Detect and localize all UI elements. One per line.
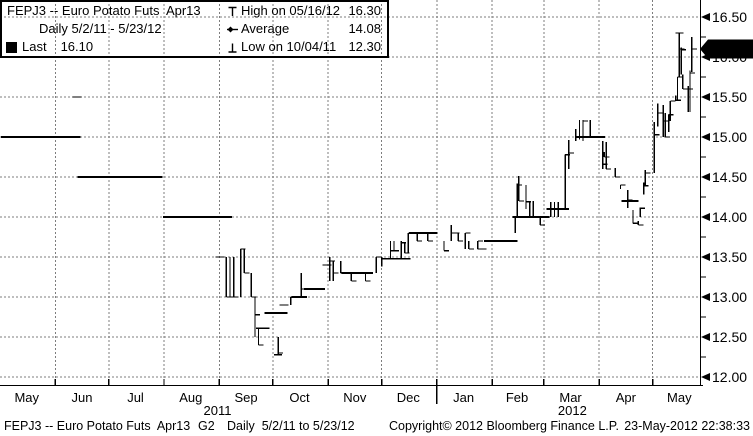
chart-title: FEPJ3 -- Euro Potato Futs Apr13 — [7, 3, 201, 18]
legend-high-label: High on 05/16/12 — [241, 3, 341, 18]
svg-text:Mar: Mar — [559, 390, 582, 405]
svg-text:14.50: 14.50 — [712, 169, 747, 185]
legend-high-value: 16.30 — [348, 3, 381, 18]
last-price-badge: 16.10 — [700, 39, 753, 59]
svg-text:Apr: Apr — [616, 390, 637, 405]
svg-text:15.50: 15.50 — [712, 89, 747, 105]
gridlines — [0, 0, 700, 385]
svg-text:Nov: Nov — [343, 390, 367, 405]
price-bars — [0, 32, 697, 356]
chart-header-box: FEPJ3 -- Euro Potato Futs Apr13 Daily 5/… — [0, 0, 389, 58]
legend-low-label: Low on 10/04/11 — [241, 39, 337, 54]
svg-text:Aug: Aug — [179, 390, 202, 405]
svg-text:16.10: 16.10 — [711, 41, 746, 57]
svg-text:Jul: Jul — [127, 390, 144, 405]
svg-text:Feb: Feb — [506, 390, 528, 405]
svg-text:Dec: Dec — [397, 390, 421, 405]
legend-low-value: 12.30 — [348, 39, 381, 54]
legend-row-average: Average 14.08 — [226, 20, 381, 38]
footer-copyright: Copyright© 2012 Bloomberg Finance L.P. — [389, 419, 619, 433]
svg-text:12.00: 12.00 — [712, 369, 747, 385]
svg-text:Sep: Sep — [234, 390, 257, 405]
low-marker-icon — [226, 41, 241, 54]
svg-text:Jun: Jun — [72, 390, 93, 405]
axis-labels: 16.5016.0015.5015.0014.5014.0013.5013.00… — [14, 9, 747, 418]
svg-text:2012: 2012 — [558, 403, 587, 418]
legend-row-low: Low on 10/04/11 12.30 — [226, 38, 381, 56]
chart-legend: High on 05/16/12 16.30 Average 14.08 Low… — [226, 2, 387, 56]
footer: FEPJ3 -- Euro Potato Futs Apr13 G2 Daily… — [0, 417, 753, 436]
svg-text:May: May — [667, 390, 692, 405]
last-price-row: Last 16.10 — [2, 38, 226, 56]
legend-average-label: Average — [241, 21, 290, 36]
svg-text:13.00: 13.00 — [712, 289, 747, 305]
last-value: 16.10 — [60, 39, 94, 54]
svg-text:2011: 2011 — [204, 403, 232, 418]
axes — [0, 0, 706, 404]
average-marker-icon — [226, 23, 241, 36]
svg-text:16.50: 16.50 — [712, 9, 747, 25]
footer-date-range: Daily 5/2/11 to 5/23/12 — [227, 419, 355, 433]
footer-page-code: G2 — [198, 419, 215, 433]
header-left: FEPJ3 -- Euro Potato Futs Apr13 Daily 5/… — [2, 2, 226, 56]
legend-row-high: High on 05/16/12 16.30 — [226, 2, 381, 20]
svg-text:12.50: 12.50 — [712, 329, 747, 345]
svg-text:May: May — [14, 390, 39, 405]
chart-date-range: Daily 5/2/11 - 5/23/12 — [39, 21, 162, 36]
svg-text:13.50: 13.50 — [712, 249, 747, 265]
last-label: Last — [22, 39, 47, 54]
svg-text:Oct: Oct — [289, 390, 310, 405]
last-swatch-icon — [6, 41, 17, 53]
high-marker-icon — [226, 5, 241, 18]
svg-text:Jan: Jan — [453, 390, 474, 405]
footer-timestamp: 23-May-2012 22:38:33 — [624, 419, 750, 433]
svg-text:14.00: 14.00 — [712, 209, 747, 225]
svg-text:15.00: 15.00 — [712, 129, 747, 145]
footer-security: FEPJ3 -- Euro Potato Futs Apr13 — [4, 419, 191, 433]
legend-average-value: 14.08 — [348, 21, 381, 36]
